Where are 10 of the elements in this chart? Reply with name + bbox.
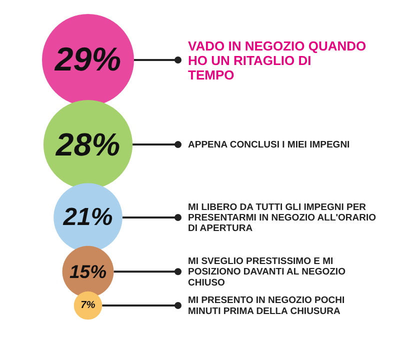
data-label: 7% <box>80 300 96 312</box>
data-label: 28% <box>54 126 120 163</box>
data-label: 29% <box>54 42 122 78</box>
category-label: VADO IN NEGOZIO QUANDO HO UN RITAGLIO DI TEMPO <box>188 38 366 82</box>
data-label: 15% <box>69 261 107 282</box>
category-label: APPENA CONCLUSI I MIEI IMPEGNI <box>188 139 350 150</box>
category-label: MI PRESENTO IN NEGOZIO POCHI MINUTI PRIMA DELLA CHIUSURA <box>188 294 345 316</box>
data-label: 21% <box>62 204 113 232</box>
category-label: MI LIBERO DA TUTTI GLI IMPEGNI PER PRESENTARMI IN NEGOZIO ALL'ORARIO DI APERTURA <box>188 201 376 234</box>
category-label: MI SVEGLIO PRESTISSIMO E MI POSIZIONO DAVANTI AL NEGOZIO CHIUSO <box>188 256 346 288</box>
